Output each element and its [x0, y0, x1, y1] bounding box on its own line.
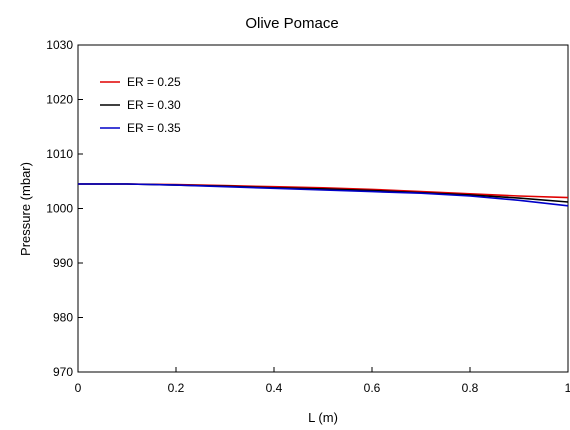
- y-axis-label: Pressure (mbar): [18, 162, 33, 256]
- x-tick-label: 0.8: [462, 381, 479, 395]
- y-tick-label: 980: [53, 311, 73, 325]
- legend: ER = 0.25 ER = 0.30 ER = 0.35: [100, 75, 181, 135]
- y-tick-label: 1010: [46, 147, 73, 161]
- y-tick-label: 970: [53, 365, 73, 379]
- y-tick-label: 1020: [46, 93, 73, 107]
- x-tick-label: 0.6: [364, 381, 381, 395]
- y-tick-label: 1000: [46, 202, 73, 216]
- series-line-3: [78, 183, 569, 207]
- y-tick-label: 1030: [46, 38, 73, 52]
- legend-label: ER = 0.35: [127, 121, 181, 135]
- legend-label: ER = 0.25: [127, 75, 181, 89]
- x-tick-label: 1: [565, 381, 570, 395]
- legend-label: ER = 0.30: [127, 98, 181, 112]
- x-axis-label: L (m): [308, 410, 338, 425]
- y-tick-label: 990: [53, 256, 73, 270]
- chart-title: Olive Pomace: [245, 15, 338, 32]
- series-line-2: [78, 183, 569, 203]
- x-tick-label: 0.2: [168, 381, 185, 395]
- x-tick-label: 0.4: [266, 381, 283, 395]
- plot-area: [77, 44, 569, 373]
- x-tick-label: 0: [75, 381, 82, 395]
